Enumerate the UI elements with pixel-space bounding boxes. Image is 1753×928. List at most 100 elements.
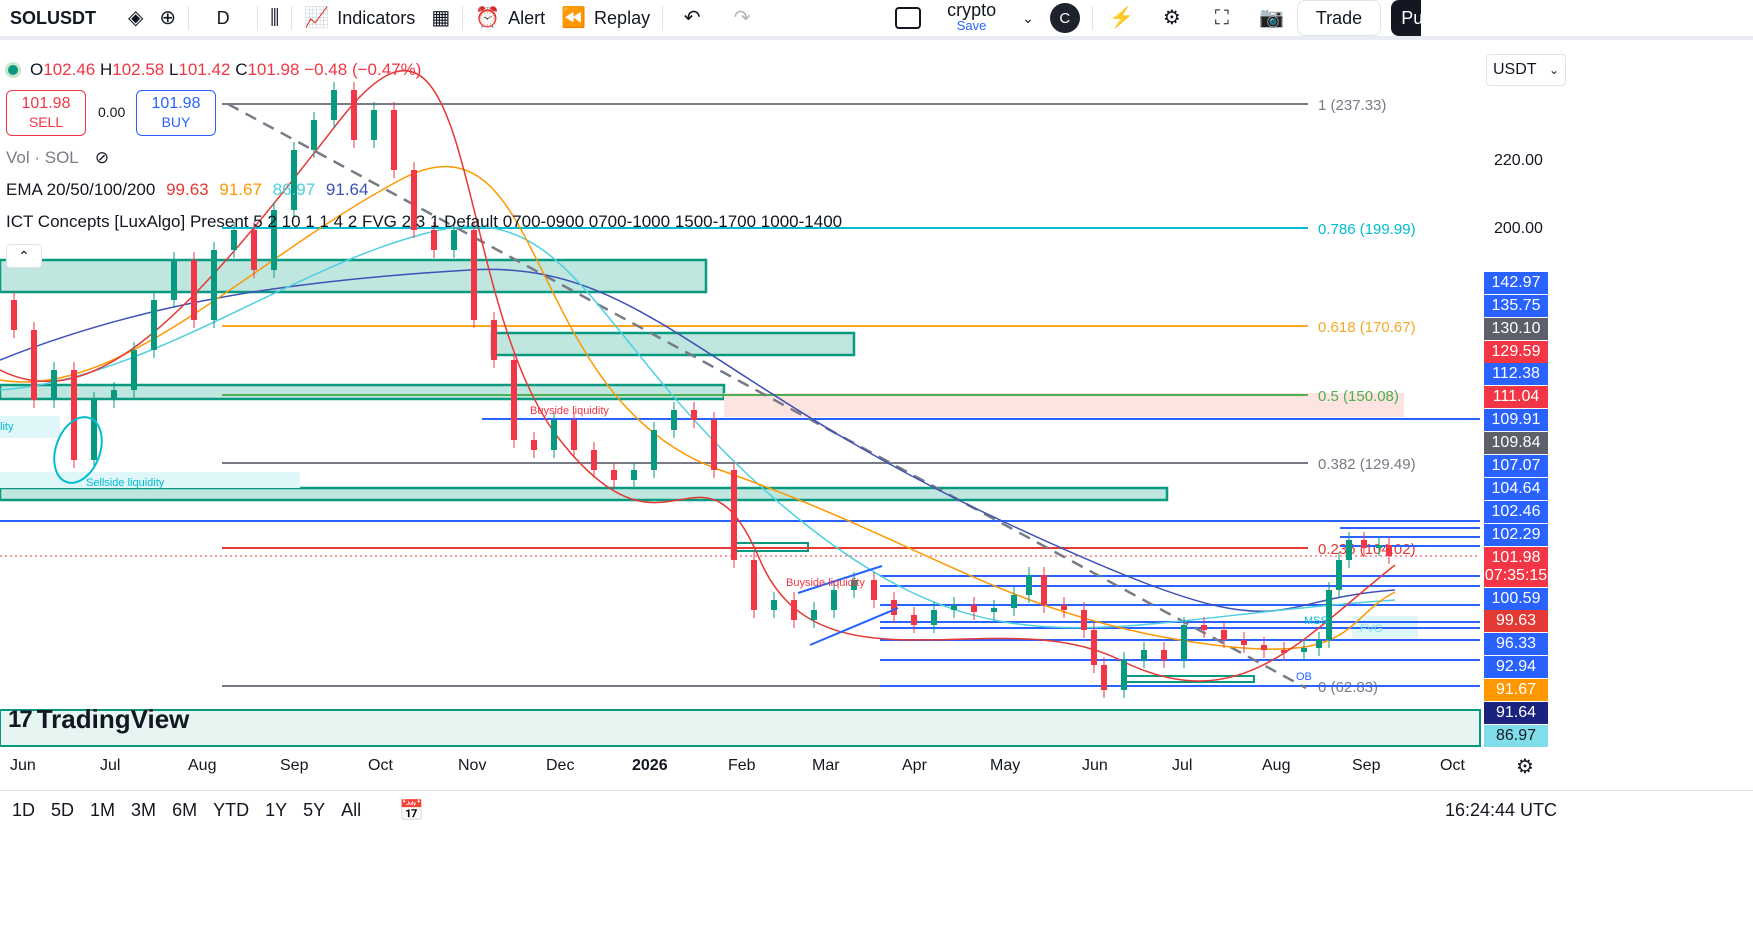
redo-button[interactable]: ↷ <box>717 0 767 36</box>
indicators-label: Indicators <box>337 7 416 28</box>
candle-body <box>791 600 797 620</box>
time-label: Sep <box>280 757 309 774</box>
camera-icon: 📷 <box>1259 7 1285 29</box>
symbol-search[interactable]: SOLUSDT <box>10 7 97 28</box>
range-button-1m[interactable]: 1M <box>90 800 116 820</box>
low-value: 101.42 <box>178 60 231 79</box>
time-label: Jun <box>10 757 36 774</box>
price-badge: 102.46 <box>1484 501 1548 523</box>
range-button-all[interactable]: All <box>341 800 362 820</box>
range-button-5y[interactable]: 5Y <box>303 800 326 820</box>
price-chart[interactable]: 1 (237.33) 0.786 (199.99) 0.618 (170.67) 0.… <box>0 44 1753 820</box>
publish-button[interactable]: Pu <box>1391 0 1422 36</box>
candle-body <box>611 470 617 480</box>
price-badge: 130.10 <box>1484 318 1548 340</box>
indicators-button[interactable]: 📈 Indicators <box>296 0 423 36</box>
time-label: Apr <box>902 757 927 774</box>
time-label: Oct <box>368 757 393 774</box>
chevron-up-icon: ⌃ <box>18 247 30 264</box>
favorite-toggle[interactable]: ◈ <box>120 0 151 36</box>
top-toolbar: SOLUSDT ◈ ⊕ D ⫼ 📈 Indicators ▦ ⏰ Alert ⏪ Re… <box>0 0 1753 40</box>
close-label: C <box>235 60 248 79</box>
candle-body <box>1281 650 1287 653</box>
range-button-6m[interactable]: 6M <box>172 800 198 820</box>
divider <box>291 6 293 30</box>
buy-button[interactable]: 101.98 BUY <box>136 90 216 136</box>
chart-annotation: Buyside liquidity <box>530 405 609 417</box>
candle-body <box>711 420 717 470</box>
utc-clock[interactable]: 16:24:44 UTC <box>1444 800 1557 820</box>
interval-button[interactable]: D <box>216 7 230 28</box>
account-button[interactable]: C <box>1042 0 1088 36</box>
candle-body <box>551 420 557 450</box>
price-badge: 92.94 <box>1484 656 1548 678</box>
trade-button[interactable]: Trade <box>1296 0 1382 36</box>
candle-body <box>751 560 757 610</box>
candle-body <box>591 450 597 470</box>
candle-body <box>1121 660 1127 690</box>
candle-body <box>271 210 277 270</box>
replay-button[interactable]: ⏪ Replay <box>553 0 658 36</box>
settings-button[interactable]: ⚙ <box>1147 0 1197 36</box>
high-label: H <box>99 60 113 79</box>
candle-body <box>351 90 357 140</box>
compare-button[interactable]: ⊕ <box>151 0 184 36</box>
save-layout-button[interactable]: crypto Save <box>929 0 1014 36</box>
price-badge: 135.75 <box>1484 295 1548 317</box>
divider <box>662 6 664 30</box>
channel-line <box>809 607 899 646</box>
volume-legend[interactable]: Vol · SOL ⊘ <box>6 148 109 168</box>
collapse-legend-button[interactable]: ⌃ <box>6 244 42 268</box>
layout-name: crypto <box>947 0 997 20</box>
fib-level-label: 0.786 (199.99) <box>1318 221 1416 238</box>
candle-body <box>911 615 917 625</box>
range-button-ytd[interactable]: YTD <box>213 800 250 820</box>
ema-legend[interactable]: EMA 20/50/100/200 99.63 91.67 86.97 91.6… <box>6 180 368 200</box>
layout-dropdown[interactable]: ⌄ <box>1014 0 1042 36</box>
candle-body <box>451 230 457 250</box>
chart-area[interactable]: 1 (237.33) 0.786 (199.99) 0.618 (170.67) 0.… <box>0 44 1753 820</box>
range-button-1y[interactable]: 1Y <box>265 800 288 820</box>
time-label: Jul <box>100 757 121 774</box>
ema-title: EMA 20/50/100/200 <box>6 180 156 199</box>
quick-search-button[interactable]: ⚡ <box>1097 0 1147 36</box>
calendar-icon[interactable]: 📅 <box>399 800 425 822</box>
axis-settings-icon[interactable]: ⚙ <box>1516 756 1534 778</box>
undo-button[interactable]: ↶ <box>667 0 717 36</box>
candle-body <box>251 230 257 270</box>
candle-body <box>31 330 37 400</box>
divider <box>257 6 259 30</box>
sell-price: 101.98 <box>21 95 71 112</box>
layout-button[interactable] <box>887 0 929 36</box>
candle-body <box>1161 650 1167 660</box>
alarm-icon: ⏰ <box>475 7 501 29</box>
range-button-3m[interactable]: 3M <box>131 800 157 820</box>
price-badge: 109.91 <box>1484 409 1548 431</box>
chart-annotation: MSS <box>1304 615 1328 627</box>
divider <box>462 6 464 30</box>
ict-legend[interactable]: ICT Concepts [LuxAlgo] Present 5 2 10 1 … <box>6 212 843 231</box>
time-label: Dec <box>546 757 575 774</box>
range-button-5d[interactable]: 5D <box>51 800 75 820</box>
time-label: Aug <box>188 757 217 774</box>
candle-body <box>1181 625 1187 660</box>
candle-body <box>431 230 437 250</box>
templates-button[interactable]: ▦ <box>423 0 458 36</box>
candle-body <box>851 580 857 590</box>
currency-select[interactable]: USDT ⌄ <box>1486 54 1566 86</box>
chart-annotation: Sellside liquidity <box>86 477 165 489</box>
range-button-1d[interactable]: 1D <box>12 800 36 820</box>
time-label: May <box>990 757 1021 774</box>
bottom-panel <box>0 830 1753 928</box>
candle-body <box>291 150 297 210</box>
candle-body <box>831 590 837 610</box>
candle-body <box>671 410 677 430</box>
chart-annotation: lity <box>0 421 14 433</box>
sell-button[interactable]: 101.98 SELL <box>6 90 86 136</box>
alert-button[interactable]: ⏰ Alert <box>467 0 553 36</box>
fullscreen-button[interactable]: ⛶ <box>1197 0 1247 36</box>
chart-type-button[interactable]: ⫼ <box>262 0 287 36</box>
tradingview-logo[interactable]: 17 TradingView <box>8 704 189 735</box>
snapshot-button[interactable]: 📷 <box>1247 0 1297 36</box>
hidden-eye-icon[interactable]: ⊘ <box>94 148 110 167</box>
